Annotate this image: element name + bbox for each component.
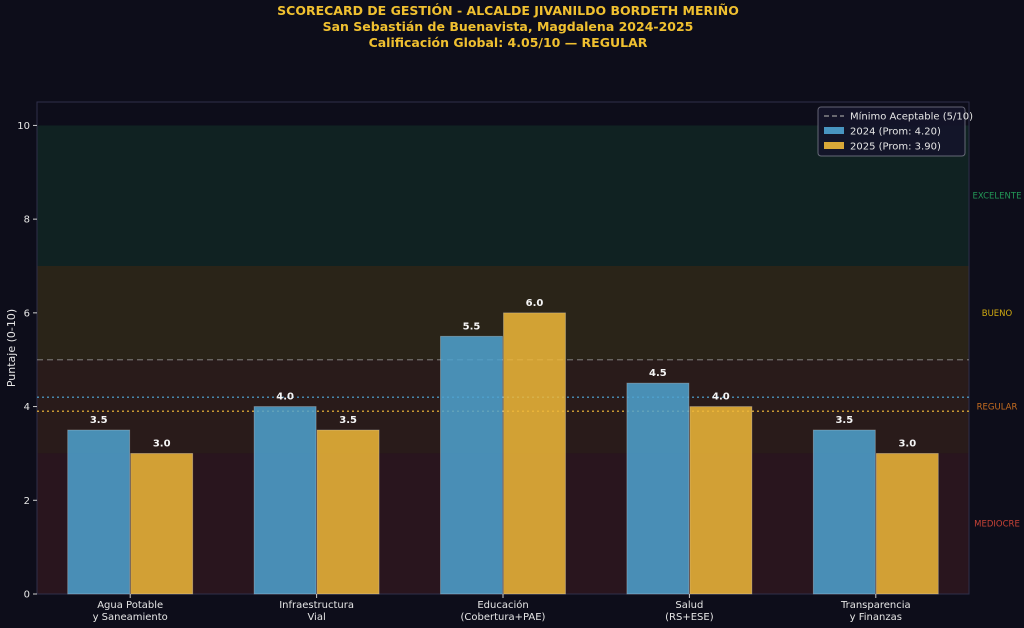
bar-value-label: 3.5 <box>90 415 108 426</box>
y-tick-label: 2 <box>24 496 30 507</box>
bar-value-label: 4.0 <box>276 392 294 403</box>
legend: Mínimo Aceptable (5/10) 2024 (Prom: 4.20)… <box>817 106 973 157</box>
bar-1-0 <box>130 453 194 595</box>
x-tick-label: Vial <box>307 612 325 623</box>
bar-1-1 <box>316 429 380 595</box>
y-axis: 0 2 4 6 8 10 <box>17 121 37 601</box>
title-line-1: SCORECARD DE GESTIÓN - ALCALDE JIVANILDO… <box>277 3 739 18</box>
bar-0-2 <box>440 335 503 595</box>
x-tick-label: y Saneamiento <box>93 612 168 623</box>
title-line-3: Calificación Global: 4.05/10 — REGULAR <box>369 35 648 50</box>
legend-label-reference: Mínimo Aceptable (5/10) <box>850 111 973 123</box>
legend-swatch-1 <box>824 142 844 149</box>
zone-labels: MEDIOCRE REGULAR BUENO EXCELENTE <box>973 192 1022 530</box>
x-tick-label: Salud <box>675 600 703 611</box>
bar-0-4 <box>812 429 876 595</box>
bar-1-3 <box>689 406 753 595</box>
legend-label-0: 2024 (Prom: 4.20) <box>850 127 941 138</box>
y-tick-label: 8 <box>24 215 30 226</box>
bar-value-label: 3.5 <box>339 415 357 426</box>
zone-label-bueno: BUENO <box>982 309 1013 319</box>
legend-swatch-0 <box>824 127 844 134</box>
zone-excelente <box>37 125 969 266</box>
bar-value-label: 4.0 <box>712 392 730 403</box>
legend-box <box>817 106 966 157</box>
reference-lines <box>37 359 969 413</box>
bar-value-label: 3.0 <box>153 438 171 449</box>
x-tick-label: (Cobertura+PAE) <box>461 612 546 623</box>
x-tick-label: y Finanzas <box>850 612 902 623</box>
bar-0-1 <box>253 406 317 595</box>
y-tick-label: 6 <box>24 308 30 319</box>
legend-label-1: 2025 (Prom: 3.90) <box>850 142 941 153</box>
bar-1-2 <box>503 312 566 595</box>
y-tick-label: 10 <box>17 121 30 132</box>
bar-value-label: 3.5 <box>835 415 853 426</box>
x-tick-label: Infraestructura <box>279 600 354 611</box>
x-tick-label: Transparencia <box>840 600 911 611</box>
bar-value-label: 3.0 <box>898 438 916 449</box>
zone-bueno <box>37 266 969 360</box>
bar-value-label: 6.0 <box>526 298 544 309</box>
x-tick-label: Agua Potable <box>97 600 163 611</box>
bar-1-4 <box>875 453 939 595</box>
chart-title: SCORECARD DE GESTIÓN - ALCALDE JIVANILDO… <box>277 3 739 50</box>
bar-0-0 <box>67 429 131 595</box>
y-tick-label: 0 <box>24 590 30 601</box>
zone-label-mediocre: MEDIOCRE <box>974 520 1020 530</box>
zone-label-regular: REGULAR <box>977 403 1018 413</box>
title-line-2: San Sebastián de Buenavista, Magdalena 2… <box>323 19 694 34</box>
zone-label-excelente: EXCELENTE <box>973 192 1022 202</box>
bar-0-3 <box>626 382 690 595</box>
y-axis-label: Puntaje (0-10) <box>5 309 18 387</box>
bar-value-label: 5.5 <box>463 321 481 332</box>
bar-series: 3.5 3.0 4.0 3.5 5.5 6.0 4.5 4.0 3.5 3.0 <box>67 298 939 595</box>
x-tick-label: Educación <box>477 599 528 611</box>
bar-value-label: 4.5 <box>649 368 667 379</box>
x-tick-label: (RS+ESE) <box>665 612 714 623</box>
y-tick-label: 4 <box>24 402 30 413</box>
